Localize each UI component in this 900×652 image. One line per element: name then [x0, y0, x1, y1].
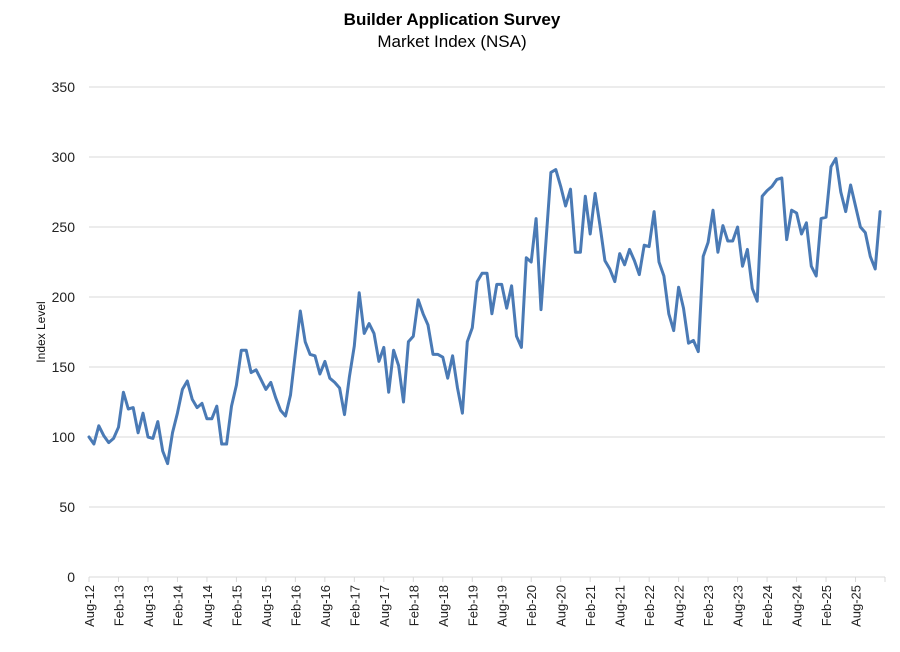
y-tick-label: 0	[67, 569, 75, 585]
x-tick-label: Aug-13	[141, 585, 156, 627]
x-tick-label: Feb-15	[229, 585, 244, 626]
y-tick-label: 150	[52, 359, 76, 375]
x-tick-label: Aug-14	[200, 585, 215, 627]
x-tick-label: Aug-22	[672, 585, 687, 627]
x-tick-label: Feb-17	[347, 585, 362, 626]
y-tick-label: 350	[52, 79, 76, 95]
x-tick-label: Aug-16	[318, 585, 333, 627]
y-tick-label: 250	[52, 219, 76, 235]
gridlines	[89, 86, 885, 508]
x-tick-label: Aug-19	[495, 585, 510, 627]
y-tick-label: 100	[52, 429, 76, 445]
x-tick-label: Feb-14	[170, 585, 185, 626]
x-tick-label: Feb-21	[583, 585, 598, 626]
x-tick-label: Feb-24	[760, 585, 775, 626]
x-tick-label: Aug-23	[731, 585, 746, 627]
x-tick-label: Aug-17	[377, 585, 392, 627]
y-tick-label: 300	[52, 149, 76, 165]
x-tick-label: Feb-18	[406, 585, 421, 626]
x-tick-label: Feb-23	[701, 585, 716, 626]
x-tick-label: Feb-19	[465, 585, 480, 626]
y-tick-label: 50	[59, 499, 75, 515]
x-tick-label: Feb-16	[288, 585, 303, 626]
y-axis-ticks: 0 50 100 150 200 250 300 350	[52, 79, 76, 585]
x-tick-label: Aug-21	[613, 585, 628, 627]
x-tick-label: Feb-13	[111, 585, 126, 626]
x-tick-label: Feb-22	[642, 585, 657, 626]
x-tick-label: Aug-24	[790, 585, 805, 627]
x-tick-label: Aug-18	[436, 585, 451, 627]
chart-title: Builder Application Survey	[344, 10, 561, 29]
series-line-market-index	[87, 156, 882, 466]
x-tick-label: Aug-12	[82, 585, 97, 627]
y-axis-label: Index Level	[34, 301, 48, 362]
chart-subtitle: Market Index (NSA)	[377, 32, 526, 51]
x-tick-label: Aug-15	[259, 585, 274, 627]
y-tick-label: 200	[52, 289, 76, 305]
x-tick-label: Feb-25	[819, 585, 834, 626]
x-axis-ticks: Aug-12 Feb-13 Aug-13 Feb-14 Aug-14 Feb-15 Aug-…	[82, 577, 886, 627]
x-tick-label: Aug-25	[849, 585, 864, 627]
x-tick-label: Aug-20	[554, 585, 569, 627]
x-tick-label: Feb-20	[524, 585, 539, 626]
